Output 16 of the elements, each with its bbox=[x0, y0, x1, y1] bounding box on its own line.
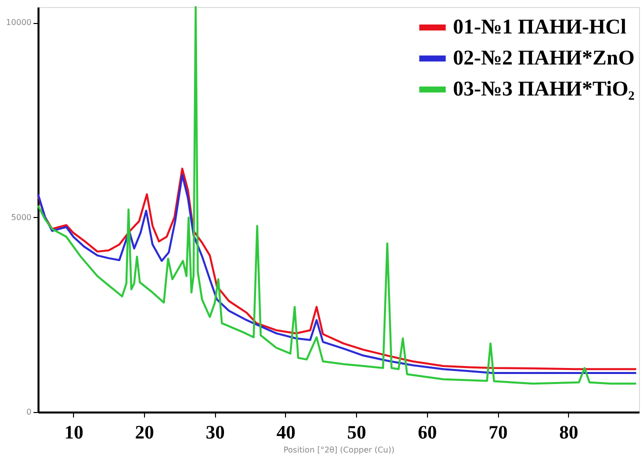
line-series bbox=[37, 6, 638, 385]
x-tick-label: 50 bbox=[347, 422, 366, 444]
x-tick-label: 70 bbox=[488, 422, 508, 444]
x-tick-label: 10 bbox=[64, 422, 84, 444]
y-tick-label: 5000 bbox=[11, 212, 32, 222]
legend-label: 03-№3 ПАНИ*TiO₂ bbox=[453, 76, 635, 100]
x-tick-label: 20 bbox=[135, 422, 154, 444]
x-tick-label: 60 bbox=[418, 422, 437, 444]
legend-label: 01-№1 ПАНИ-HCl bbox=[453, 14, 627, 38]
y-tick-label: 0 bbox=[26, 408, 32, 416]
x-tick-label: 30 bbox=[206, 422, 225, 444]
x-tick-label: 40 bbox=[276, 422, 296, 444]
y-tick-label: 10000 bbox=[6, 18, 32, 28]
x-axis-title: Position [°2θ] (Copper (Cu)) bbox=[284, 446, 394, 454]
x-tick-label: 80 bbox=[559, 422, 578, 444]
legend-label: 02-№2 ПАНИ*ZnO bbox=[453, 46, 635, 70]
